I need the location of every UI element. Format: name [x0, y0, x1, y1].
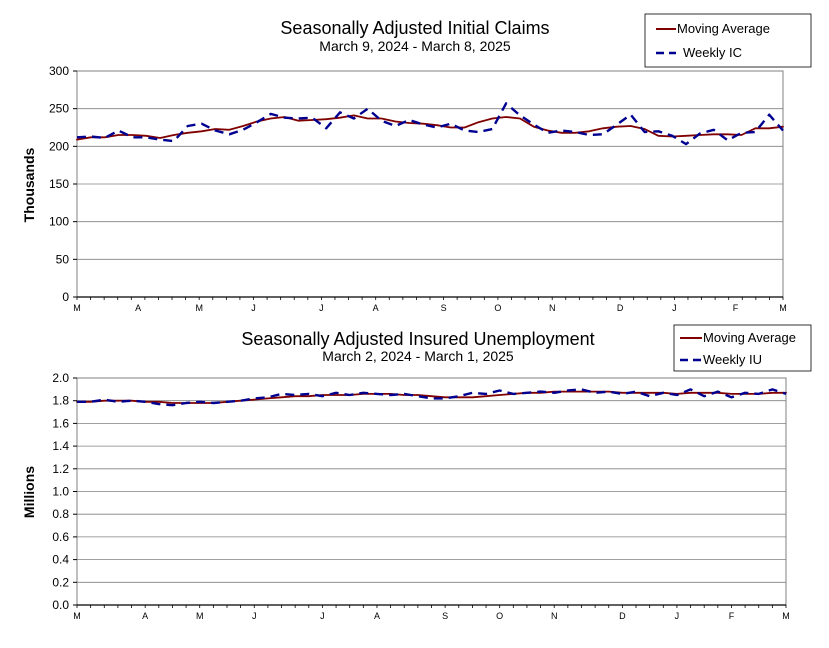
y-tick-label: 250 — [49, 102, 69, 116]
y-tick-label: 100 — [49, 215, 69, 229]
series-line-moving-average — [76, 390, 787, 404]
series-line-moving-average — [76, 114, 784, 141]
series-line-weekly-ic — [76, 102, 784, 146]
y-tick-label: 1.4 — [52, 439, 69, 453]
y-tick-label: 1.8 — [52, 394, 69, 408]
x-month-label: O — [496, 611, 503, 621]
x-month-label: M — [73, 303, 81, 313]
plot-area: 0.0 0.2 0.4 0.6 0.8 1.0 1.2 1.4 1.6 1.8 2.0 M A M J J A S… — [52, 371, 789, 621]
y-tick-label: 1.0 — [52, 485, 69, 499]
legend-label-moving-average: Moving Average — [703, 330, 796, 345]
x-month-label: O — [494, 303, 501, 313]
x-month-label: S — [442, 611, 448, 621]
y-tick-label: 0.0 — [52, 598, 69, 612]
chart-title: Seasonally Adjusted Initial Claims — [280, 18, 549, 38]
x-month-label: J — [320, 611, 325, 621]
x-month-label: D — [617, 303, 624, 313]
x-month-label: D — [619, 611, 626, 621]
x-month-label: M — [196, 611, 204, 621]
y-tick-label: 1.6 — [52, 416, 69, 430]
x-month-label: M — [779, 303, 787, 313]
legend-label-weekly-ic: Weekly IC — [683, 45, 742, 60]
chart-subtitle: March 2, 2024 - March 1, 2025 — [322, 348, 514, 364]
x-month-label: A — [142, 611, 148, 621]
insured-unemployment-chart: Seasonally Adjusted Insured Unemployment… — [21, 324, 812, 621]
legend-label-moving-average: Moving Average — [677, 21, 770, 36]
x-month-label: J — [319, 303, 324, 313]
x-month-label: J — [252, 611, 257, 621]
x-month-label: M — [73, 611, 81, 621]
x-month-label: M — [195, 303, 203, 313]
x-month-label: A — [374, 611, 380, 621]
x-month-label: M — [782, 611, 790, 621]
initial-claims-chart: Seasonally Adjusted Initial Claims March… — [21, 13, 812, 313]
legend: Moving Average Weekly IU — [673, 324, 812, 372]
legend: Moving Average Weekly IC — [644, 13, 812, 68]
x-month-label: A — [135, 303, 141, 313]
plot-area: 0 50 100 150 200 250 300 M A M J J A S O N D J F M — [49, 64, 787, 313]
y-axis-label: Millions — [21, 466, 37, 518]
legend-label-weekly-iu: Weekly IU — [703, 352, 762, 367]
y-tick-label: 150 — [49, 177, 69, 191]
series-line-weekly-iu — [77, 388, 787, 407]
x-month-label: J — [251, 303, 256, 313]
y-axis-label: Thousands — [21, 147, 37, 222]
y-tick-label: 0.8 — [52, 507, 69, 521]
x-month-label: J — [675, 611, 680, 621]
x-month-label: S — [441, 303, 447, 313]
x-month-label: N — [549, 303, 556, 313]
y-tick-label: 0.6 — [52, 530, 69, 544]
chart-subtitle: March 9, 2024 - March 8, 2025 — [319, 38, 511, 54]
y-tick-label: 0.4 — [52, 553, 69, 567]
y-tick-label: 1.2 — [52, 462, 69, 476]
legend-box — [673, 324, 812, 372]
y-tick-label: 2.0 — [52, 371, 69, 385]
x-month-label: A — [373, 303, 379, 313]
y-tick-label: 200 — [49, 139, 69, 153]
x-month-label: N — [551, 611, 558, 621]
y-tick-label: 300 — [49, 64, 69, 78]
y-tick-label: 0.2 — [52, 575, 69, 589]
y-tick-label: 0 — [62, 290, 69, 304]
x-month-label: J — [672, 303, 677, 313]
y-tick-label: 50 — [56, 252, 70, 266]
x-month-label: F — [733, 303, 739, 313]
legend-box — [644, 13, 812, 68]
chart-title: Seasonally Adjusted Insured Unemployment — [241, 329, 594, 349]
x-month-label: F — [729, 611, 735, 621]
